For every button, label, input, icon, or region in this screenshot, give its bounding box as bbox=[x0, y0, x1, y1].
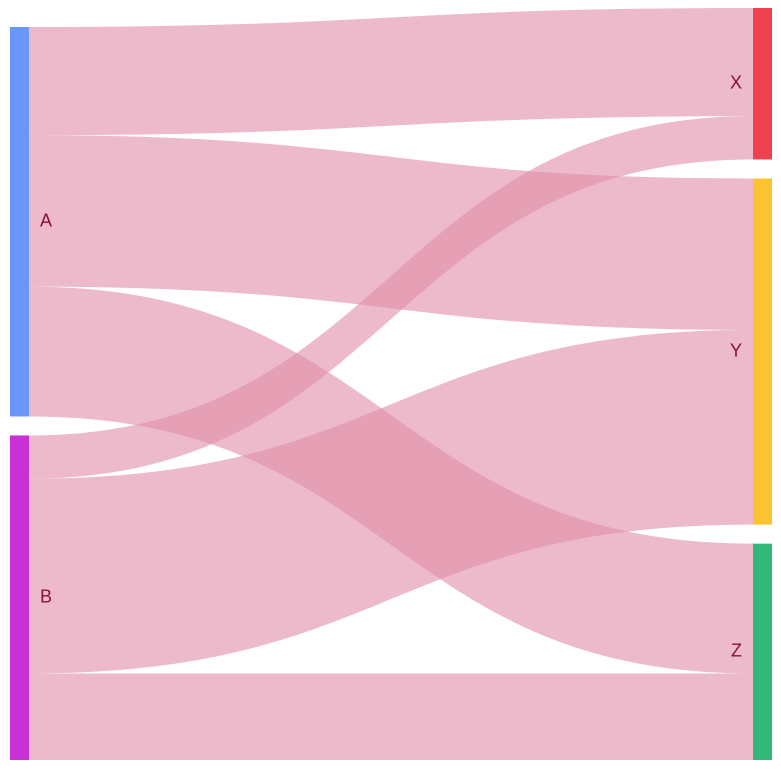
links-layer bbox=[29, 8, 753, 760]
node-label-a: A bbox=[40, 210, 52, 230]
link-b-y bbox=[29, 329, 753, 674]
link-b-x bbox=[29, 116, 753, 479]
node-z bbox=[753, 543, 772, 760]
node-y bbox=[753, 178, 772, 525]
node-b bbox=[10, 435, 29, 760]
node-label-z: Z bbox=[731, 641, 742, 661]
nodes-layer bbox=[10, 8, 772, 760]
link-a-x bbox=[29, 8, 753, 136]
node-label-y: Y bbox=[730, 340, 742, 360]
node-label-x: X bbox=[730, 72, 742, 92]
node-a bbox=[10, 27, 29, 417]
node-label-b: B bbox=[40, 586, 52, 606]
link-b-z bbox=[29, 673, 753, 760]
labels-layer: A B X Y Z bbox=[40, 72, 742, 660]
node-x bbox=[753, 8, 772, 160]
